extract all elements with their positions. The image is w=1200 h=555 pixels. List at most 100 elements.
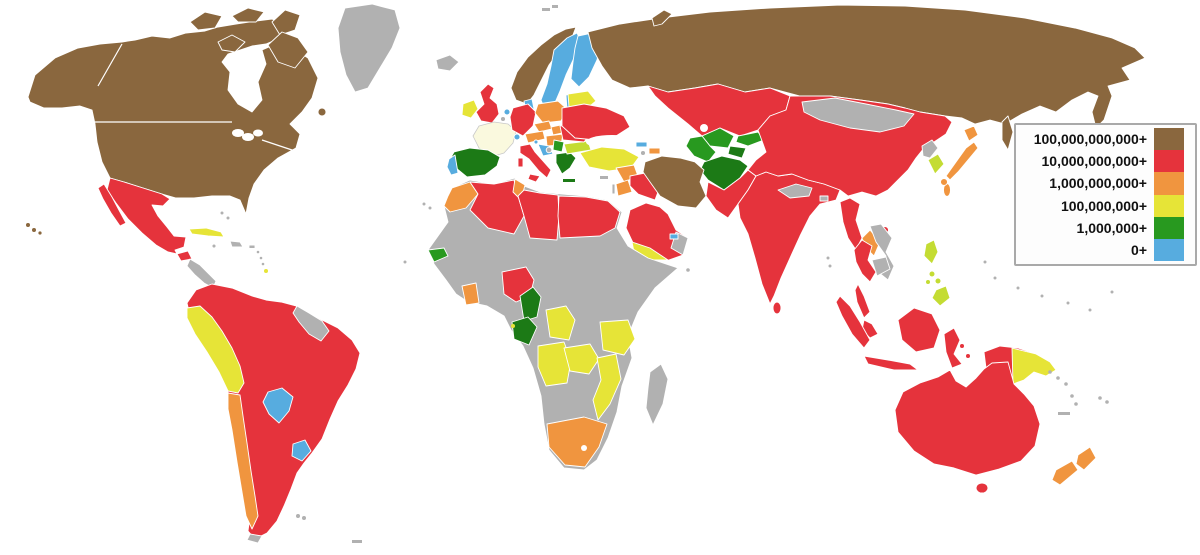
legend-swatch-yellow	[1154, 194, 1184, 217]
country-zambia	[563, 343, 600, 375]
micronesia-4	[1066, 301, 1070, 305]
antilles-2	[259, 256, 263, 260]
drc-west	[545, 305, 576, 341]
nz-north-island	[1075, 446, 1097, 471]
japan-honshu	[945, 141, 979, 181]
falklands-2	[302, 516, 306, 520]
country-north-korea	[921, 139, 939, 159]
socotra	[686, 268, 690, 272]
nz-south-island	[1051, 460, 1079, 486]
micronesia-6	[1110, 290, 1114, 294]
africa-group	[403, 177, 679, 471]
middle-east-group	[579, 135, 707, 272]
country-tanzania	[599, 319, 636, 356]
legend: 100,000,000,000+ 10,000,000,000+ 1,000,0…	[1014, 123, 1197, 266]
antilles-1	[256, 250, 260, 254]
country-ireland	[461, 99, 479, 119]
madagascar	[645, 363, 669, 426]
country-czech	[533, 120, 553, 133]
country-belgium	[500, 116, 506, 122]
legend-label-tier2: 10,000,000,000+	[1041, 153, 1148, 170]
hawaii-1	[26, 223, 30, 227]
russia-asia-group	[587, 4, 1146, 191]
sumatra	[835, 295, 871, 349]
solomon-2	[1056, 376, 1060, 380]
cyprus	[600, 176, 608, 179]
philippines-mindanao	[931, 285, 951, 307]
thailand-peninsula	[854, 283, 871, 319]
sardinia	[517, 157, 524, 168]
country-algeria	[469, 179, 525, 235]
central-america-strip	[186, 258, 217, 289]
country-austria	[524, 130, 546, 144]
legend-row-tier5: 1,000,000+	[1020, 216, 1195, 239]
legend-row-tier4: 100,000,000+	[1020, 194, 1195, 217]
legend-row-tier2: 10,000,000,000+	[1020, 150, 1195, 173]
country-mexico	[106, 177, 187, 255]
country-uruguay	[291, 439, 312, 462]
north-america-group	[1, 3, 401, 235]
guyanas	[292, 305, 330, 342]
antilles-3	[261, 262, 265, 266]
country-bhutan	[819, 195, 829, 202]
country-uk	[475, 83, 500, 124]
country-kyrgyzstan	[735, 131, 765, 147]
philippines-visayas-2	[935, 278, 941, 284]
country-peru-ecuador	[186, 305, 245, 394]
country-senegal	[427, 247, 449, 263]
country-myanmar	[839, 197, 863, 251]
bahamas-1	[220, 211, 224, 215]
svalbard-2	[552, 5, 558, 8]
legend-label-tier4: 100,000,000+	[1060, 197, 1147, 214]
java	[863, 355, 919, 371]
country-uae	[669, 233, 679, 240]
tierra-del-fuego	[246, 533, 263, 544]
sulawesi	[943, 327, 963, 369]
country-cameroon	[519, 286, 542, 322]
country-france	[472, 121, 517, 158]
country-iceland	[435, 54, 460, 72]
canary-1	[422, 202, 426, 206]
legend-swatch-red	[1154, 150, 1184, 173]
micronesia-1	[993, 276, 997, 280]
japan-hokkaido	[963, 125, 979, 142]
country-armenia	[640, 150, 646, 156]
country-south-korea	[927, 153, 945, 175]
micronesia-5	[1088, 308, 1092, 312]
country-italy	[519, 143, 552, 179]
qatar	[667, 226, 671, 230]
country-serbia	[552, 139, 565, 153]
jamaica	[211, 243, 217, 249]
country-turkmenistan	[685, 135, 717, 163]
svalbard-1	[542, 8, 550, 11]
greenland	[337, 3, 401, 93]
country-georgia	[635, 141, 648, 148]
legend-label-tier5: 1,000,000+	[1076, 219, 1147, 236]
south-america-group	[186, 283, 362, 544]
country-iran	[642, 155, 707, 209]
victoria-island	[217, 34, 246, 53]
canary-2	[428, 206, 432, 210]
sri-lanka	[772, 301, 782, 315]
legend-label-tier1: 100,000,000,000+	[1033, 131, 1147, 148]
country-germany	[509, 103, 537, 137]
country-bosnia	[545, 146, 553, 154]
aral-sea	[700, 124, 708, 132]
south-georgia	[352, 540, 362, 543]
puerto-rico	[248, 244, 256, 249]
philippines-luzon	[923, 239, 939, 265]
country-jordan	[615, 179, 633, 197]
baja-california	[97, 183, 127, 227]
trinidad	[264, 269, 268, 273]
country-chile	[227, 392, 259, 530]
country-netherlands	[503, 108, 511, 116]
solomon-1	[1048, 370, 1052, 374]
europe-group	[435, 5, 631, 183]
hawaii-3	[38, 231, 42, 235]
country-paraguay	[262, 387, 294, 424]
legend-swatch-green	[1154, 216, 1184, 239]
country-gabon-congo	[511, 316, 538, 346]
crete	[563, 179, 575, 182]
